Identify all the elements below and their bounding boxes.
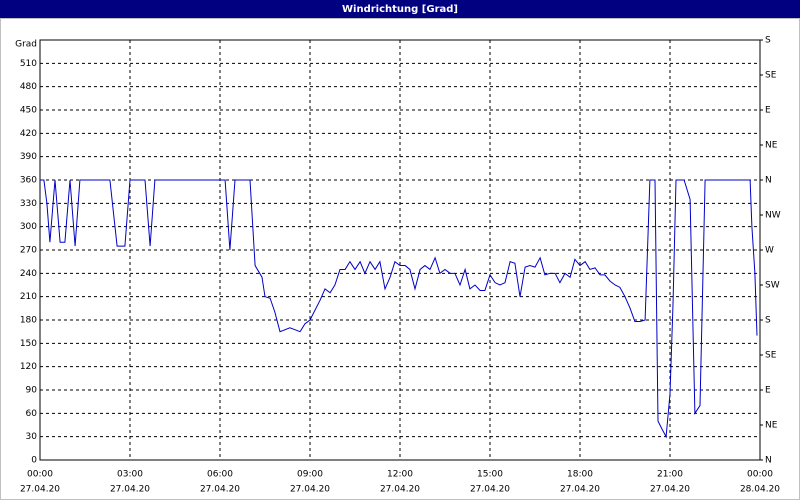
plot-border bbox=[39, 39, 761, 461]
y-tick-label: 300 bbox=[20, 222, 37, 232]
x-tick-date: 27.04.20 bbox=[380, 485, 420, 495]
y2-tick-label: E bbox=[765, 106, 771, 116]
y2-tick-label: N bbox=[765, 176, 772, 186]
y-tick-label: 480 bbox=[20, 82, 37, 92]
y-tick-label: 420 bbox=[20, 129, 37, 139]
y-tick-label: 240 bbox=[20, 269, 37, 279]
x-tick-label: 03:00 bbox=[117, 470, 143, 480]
y-tick-label: 180 bbox=[20, 316, 37, 326]
y2-tick-label: S bbox=[765, 316, 771, 326]
x-tick-label: 00:00 bbox=[27, 470, 53, 480]
y-tick-label: 330 bbox=[20, 199, 37, 209]
data-line bbox=[40, 179, 758, 439]
x-tick-label: 00:00 bbox=[747, 470, 773, 480]
y-tick-label: 390 bbox=[20, 152, 37, 162]
x-tick-label: 06:00 bbox=[207, 470, 233, 480]
y2-tick-label: SE bbox=[765, 71, 777, 81]
x-tick-label: 21:00 bbox=[657, 470, 683, 480]
x-tick-date: 27.04.20 bbox=[650, 485, 690, 495]
y-tick-label: 510 bbox=[20, 59, 37, 69]
x-tick-date: 27.04.20 bbox=[560, 485, 600, 495]
y-tick-label: 450 bbox=[20, 106, 37, 116]
x-tick-label: 12:00 bbox=[387, 470, 413, 480]
x-tick-date: 28.04.20 bbox=[740, 485, 780, 495]
y2-tick-label: W bbox=[765, 246, 774, 256]
y-tick-label: 0 bbox=[31, 456, 37, 466]
x-tick-date: 27.04.20 bbox=[470, 485, 510, 495]
x-tick-date: 27.04.20 bbox=[290, 485, 330, 495]
y2-tick-label: NE bbox=[765, 141, 778, 151]
y-tick-label: 150 bbox=[20, 339, 37, 349]
y2-tick-label: N bbox=[765, 456, 772, 466]
y2-tick-label: E bbox=[765, 386, 771, 396]
title-bar bbox=[0, 0, 800, 18]
y-tick-label: 90 bbox=[26, 386, 38, 396]
x-tick-date: 27.04.20 bbox=[110, 485, 150, 495]
y-tick-label: 30 bbox=[26, 432, 38, 442]
x-tick-label: 18:00 bbox=[567, 470, 593, 480]
chart-title: Windrichtung [Grad] bbox=[342, 4, 458, 15]
y2-tick-label: SE bbox=[765, 351, 777, 361]
x-tick-label: 15:00 bbox=[477, 470, 503, 480]
y2-tick-label: NW bbox=[765, 211, 781, 221]
x-tick-label: 09:00 bbox=[297, 470, 323, 480]
y-tick-label: 210 bbox=[20, 292, 37, 302]
y2-tick-label: NE bbox=[765, 421, 778, 431]
y-tick-label: 270 bbox=[20, 246, 37, 256]
y-tick-label: 60 bbox=[26, 409, 38, 419]
y2-tick-label: S bbox=[765, 36, 771, 46]
x-tick-date: 27.04.20 bbox=[20, 485, 60, 495]
y-tick-label: 120 bbox=[20, 362, 37, 372]
y2-tick-label: SW bbox=[765, 281, 780, 291]
x-tick-date: 27.04.20 bbox=[200, 485, 240, 495]
y-axis-label: Grad bbox=[15, 40, 37, 50]
y-tick-label: 360 bbox=[20, 176, 37, 186]
